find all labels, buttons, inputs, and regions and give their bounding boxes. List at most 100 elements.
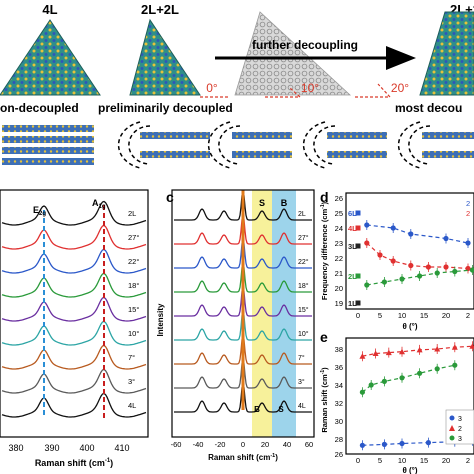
side-views bbox=[2, 121, 474, 169]
d-ref-label-3: 2L bbox=[348, 272, 357, 281]
angle-20: 20° bbox=[391, 81, 409, 95]
d-series-line-0 bbox=[366, 224, 469, 244]
d-ref-point-3 bbox=[355, 273, 361, 279]
b-trace-5 bbox=[1, 320, 147, 346]
top-schematic: 4L 2L+2L 2L+2 further decoupling 0° 10° … bbox=[0, 2, 474, 169]
e-ytick-32: 32 bbox=[335, 399, 343, 408]
e-ytick-38: 38 bbox=[335, 345, 343, 354]
panel-e-frame bbox=[345, 337, 474, 455]
panel-c-x-axis: -60 -40 -20 0 20 40 60 Raman shift (cm-1… bbox=[171, 440, 314, 462]
panel-e-y-axis: 38 36 34 32 30 28 26 Raman shift (cm-1) bbox=[320, 345, 343, 459]
angle-0: 0° bbox=[206, 81, 218, 95]
e-point-1-2 bbox=[381, 378, 387, 384]
c-trace-label-3: 18° bbox=[298, 282, 309, 290]
arrow-label: further decoupling bbox=[252, 38, 358, 52]
d-ylabel: Frequency difference (cm-1) bbox=[320, 201, 329, 300]
e-series-line-1 bbox=[362, 364, 455, 393]
d-ref-label-2: 3L bbox=[348, 242, 357, 251]
e-point-2-0 bbox=[359, 442, 365, 448]
e-point-0-5 bbox=[434, 346, 441, 352]
b-xtick-380: 380 bbox=[8, 443, 23, 453]
b-trace-label-6: 7° bbox=[128, 353, 135, 362]
e-legend-swatch-1 bbox=[449, 415, 455, 421]
e-point-1-0 bbox=[359, 389, 365, 395]
bottom-label-s: S bbox=[278, 405, 284, 414]
e-xtick-15: 15 bbox=[420, 456, 428, 465]
panel-d: d 26 25 24 23 22 21 20 19 Frequency diff… bbox=[320, 189, 474, 331]
d-xtick-0: 0 bbox=[356, 311, 360, 320]
d-xtick-5: 5 bbox=[378, 311, 382, 320]
d-ytick-21: 21 bbox=[335, 269, 343, 278]
panel-d-x-axis: 0 5 10 15 20 2 θ (°) bbox=[356, 311, 470, 331]
lattice-triangle-2l2l bbox=[129, 18, 201, 96]
e-ylabel: Raman shift (cm-1) bbox=[320, 367, 329, 433]
c-trace-label-1: 27° bbox=[298, 234, 309, 242]
e-point-0-4 bbox=[416, 346, 423, 353]
panel-c-ylabel: Intensity bbox=[156, 303, 165, 336]
b-trace-label-5: 10° bbox=[128, 329, 139, 338]
c-trace-label-6: 7° bbox=[298, 354, 305, 362]
panel-d-frame bbox=[345, 192, 474, 310]
b-trace-label-2: 22° bbox=[128, 257, 139, 266]
panel-c-letter: c bbox=[166, 189, 174, 205]
e-point-1-5 bbox=[434, 366, 440, 372]
e-xtick-5: 5 bbox=[378, 456, 382, 465]
e-ytick-34: 34 bbox=[335, 381, 343, 390]
e-point-1-6 bbox=[452, 362, 458, 368]
d-ytick-20: 20 bbox=[335, 284, 343, 293]
caption-most-decoupled: most decou bbox=[395, 101, 462, 115]
e-series-line-2 bbox=[362, 440, 473, 446]
d-point-2-6 bbox=[469, 267, 474, 273]
e-point-1-4 bbox=[417, 370, 423, 376]
e-point-1-3 bbox=[399, 375, 405, 381]
e-legend-entry-2: 2 bbox=[458, 426, 462, 433]
panel-d-marks: 6L 4L 3L 2L 1L bbox=[348, 209, 474, 308]
lattice-triangle-grey bbox=[234, 11, 352, 96]
e-series-line-0 bbox=[362, 345, 473, 357]
d-ref-point-1 bbox=[355, 225, 361, 231]
lattice-triangle-most-decoupled bbox=[419, 11, 474, 96]
d-legend-entry-1: 2 bbox=[466, 199, 470, 208]
b-trace-1 bbox=[1, 224, 147, 250]
e-xlabel: θ (°) bbox=[402, 466, 417, 474]
b-trace-label-0: 2L bbox=[128, 209, 136, 218]
panel-e-legend: 3 2 3 bbox=[445, 409, 474, 445]
panel-b: E2g A1g 2L 27° 22° 18° 15° 10° 7° 3° 4L 380 390 … bbox=[0, 189, 149, 468]
e-legend-entry-1: 3 bbox=[458, 416, 462, 423]
lattice-triangle-4l bbox=[0, 19, 101, 96]
panel-e: e 38 36 34 32 30 28 26 Raman shift (cm-1… bbox=[320, 329, 474, 474]
panel-d-legend: 2 2 bbox=[466, 199, 470, 218]
panel-c-band-s bbox=[252, 190, 272, 437]
d-ytick-24: 24 bbox=[335, 224, 343, 233]
c-trace-label-5: 10° bbox=[298, 330, 309, 338]
panel-b-frame bbox=[0, 189, 149, 438]
panel-d-y-axis: 26 25 24 23 22 21 20 19 Frequency differ… bbox=[320, 194, 343, 308]
caption-non-decoupled: on-decoupled bbox=[0, 101, 79, 115]
b-trace-label-8: 4L bbox=[128, 401, 136, 410]
e-point-2-3 bbox=[425, 440, 431, 446]
panel-e-x-axis: 0 5 10 15 20 2 θ (°) bbox=[356, 456, 470, 474]
b-trace-label-7: 3° bbox=[128, 377, 135, 386]
e-ytick-36: 36 bbox=[335, 363, 343, 372]
d-ref-point-4 bbox=[355, 300, 361, 306]
e-point-0-1 bbox=[372, 350, 379, 356]
e-point-0-3 bbox=[399, 348, 405, 355]
bottom-label-b: B bbox=[254, 405, 260, 414]
e-point-0-6 bbox=[451, 344, 458, 350]
angle-10: 10° bbox=[301, 81, 319, 95]
panel-b-traces bbox=[1, 200, 147, 418]
b-xtick-400: 400 bbox=[79, 443, 94, 453]
e-ytick-28: 28 bbox=[335, 435, 343, 444]
b-trace-4 bbox=[1, 296, 147, 322]
e-point-1-1 bbox=[368, 382, 374, 388]
e-legend-entry-3: 3 bbox=[458, 436, 462, 443]
b-trace-3 bbox=[1, 272, 147, 298]
d-ytick-26: 26 bbox=[335, 194, 343, 203]
panel-d-letter: d bbox=[320, 189, 329, 205]
d-ref-label-1: 4L bbox=[348, 224, 357, 233]
d-xtick-15: 15 bbox=[420, 311, 428, 320]
b-trace-label-3: 18° bbox=[128, 281, 139, 290]
d-ref-point-2 bbox=[355, 243, 361, 249]
d-ytick-25: 25 bbox=[335, 209, 343, 218]
